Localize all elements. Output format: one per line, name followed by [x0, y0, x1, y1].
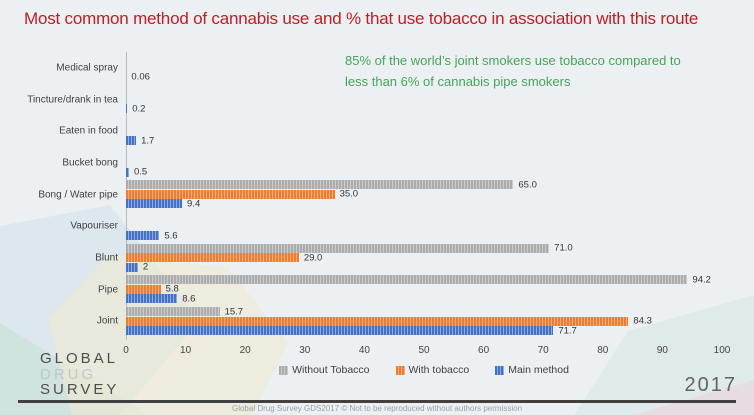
bar-value-label: 84.3 [633, 315, 652, 327]
logo-line-drug: DRUG [40, 365, 97, 383]
bar-value-label: 65.0 [518, 179, 537, 191]
bar-value-label: 5.6 [164, 230, 178, 242]
bar-without-tobacco-blunt [126, 243, 550, 253]
category-axis: Medical spray Tincture/drank in tea Eaten … [0, 52, 118, 337]
x-tick-label-80: 80 [597, 345, 609, 356]
bar-value-label: 94.2 [692, 274, 711, 286]
bar-main-method-vapouriser [126, 231, 160, 241]
x-tick-label-40: 40 [358, 345, 370, 356]
bar-value-label: 29.0 [303, 252, 323, 264]
bar-main-method-joint [126, 326, 554, 336]
bar-with-tobacco-blunt [126, 253, 299, 263]
bar-value-label: 1.7 [141, 135, 155, 147]
x-tick-label-10: 10 [180, 345, 192, 356]
bar-value-label: 8.6 [182, 293, 196, 305]
chart-annotation: 85% of the world’s joint smokers use tob… [345, 50, 745, 92]
footer-copyright: Global Drug Survey GDS2017 © Not to be r… [231, 404, 523, 413]
bar-main-method-blunt [126, 262, 138, 272]
year-label: 2017 [684, 374, 737, 396]
legend-label: Without Tobacco [292, 364, 370, 376]
category-label-tincture-drank-in-tea: Tincture/drank in tea [27, 94, 118, 105]
bar-value-label: 15.7 [224, 306, 244, 318]
category-label-vapouriser: Vapouriser [70, 220, 118, 232]
bar-without-tobacco-bong-water-pipe [126, 180, 514, 190]
category-label-bucket-bong: Bucket bong [62, 157, 118, 169]
bar-with-tobacco-pipe [126, 284, 161, 294]
bar-value-label: 9.4 [187, 198, 201, 210]
logo-line-survey: SURVEY [40, 381, 120, 398]
legend-label: Main method [508, 364, 569, 376]
legend-item-main-method: Main method [495, 364, 569, 376]
x-tick-label-50: 50 [418, 345, 430, 356]
legend-swatch-icon [395, 365, 405, 375]
category-label-pipe: Pipe [97, 284, 118, 295]
category-label-joint: Joint [96, 315, 118, 327]
x-axis-ticks: 0 10 20 30 40 50 60 70 80 90 100 [0, 345, 754, 359]
legend-item-without-tobacco: Without Tobacco [279, 364, 370, 376]
x-tick-label-100: 100 [713, 345, 731, 356]
global-drug-survey-logo: GLOBAL DRUG SURVEY [40, 351, 119, 398]
logo-line-global: GLOBAL [40, 350, 119, 367]
category-label-eaten-in-food: Eaten in food [59, 125, 118, 137]
bar-main-method-pipe [126, 294, 178, 304]
bar-without-tobacco-joint [126, 307, 220, 317]
bar-main-method-eaten-in-food [126, 136, 137, 146]
annotation-line-1: 85% of the world’s joint smokers use tob… [345, 53, 681, 68]
bar-value-label: 0.06 [131, 71, 150, 83]
bar-main-method-bucket-bong [126, 167, 129, 177]
legend-label: With tobacco [408, 364, 470, 376]
bar-value-label: 71.0 [554, 242, 573, 254]
legend-swatch-icon [495, 365, 505, 375]
bar-value-label: 71.7 [558, 325, 577, 337]
bar-main-method-tincture-drank-in-tea [126, 104, 128, 114]
category-label-bong-water-pipe: Bong / Water pipe [38, 189, 118, 200]
bar-value-label: 2 [142, 261, 149, 273]
footer-divider-line [18, 400, 736, 403]
bar-value-label: 35.0 [339, 188, 359, 200]
bar-with-tobacco-joint [126, 316, 629, 326]
x-tick-label-30: 30 [299, 345, 311, 356]
annotation-line-2: less than 6% of cannabis pipe smokers [345, 74, 571, 89]
bar-chart-plot-area: 0.06 0.2 1.7 0.5 65.0 35.0 9.4 5.6 71.0 29.0 2 94.2… [126, 52, 722, 337]
x-tick-label-60: 60 [478, 345, 490, 356]
x-tick-label-0: 0 [123, 345, 129, 356]
legend-swatch-icon [279, 365, 289, 375]
x-tick-label-70: 70 [537, 345, 549, 356]
bar-with-tobacco-bong-water-pipe [126, 189, 335, 199]
x-tick-label-20: 20 [239, 345, 251, 356]
bar-main-method-bong-water-pipe [126, 199, 183, 209]
x-tick-label-90: 90 [656, 345, 668, 356]
chart-legend: Without Tobacco With tobacco Main method [126, 364, 722, 376]
legend-item-with-tobacco: With tobacco [395, 364, 470, 376]
bar-value-label: 5.8 [165, 283, 179, 295]
category-label-medical-spray: Medical spray [56, 62, 118, 74]
bar-value-label: 0.2 [132, 103, 146, 115]
bar-value-label: 0.5 [133, 166, 148, 178]
slide-title: Most common method of cannabis use and %… [24, 9, 699, 28]
category-label-blunt: Blunt [95, 252, 118, 264]
bar-without-tobacco-pipe [126, 275, 688, 285]
